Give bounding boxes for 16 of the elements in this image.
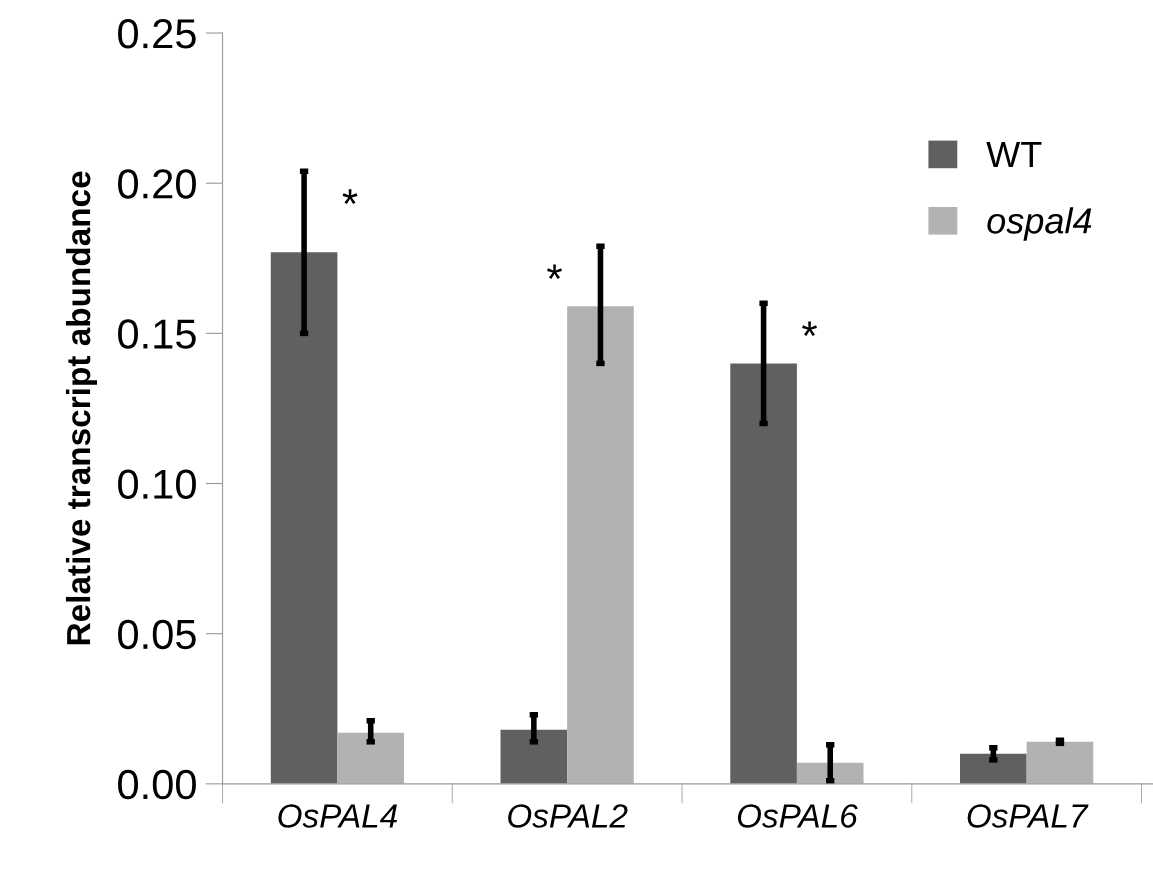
y-tick-label: 0.10 bbox=[118, 469, 196, 500]
annotation: * bbox=[342, 189, 358, 204]
x-tick-label: OsPAL4 bbox=[278, 804, 397, 828]
annotation: * bbox=[547, 264, 562, 280]
y-axis-title: Relative transcript abundance bbox=[65, 171, 97, 645]
y-tick-label: 0.20 bbox=[118, 169, 196, 199]
y-tick-label: 0.05 bbox=[118, 619, 196, 650]
x-tick-label: OsPAL6 bbox=[737, 804, 858, 828]
annotation: * bbox=[802, 321, 817, 337]
y-tick-label: 0.25 bbox=[118, 19, 196, 49]
legend-label: WT bbox=[986, 142, 1042, 167]
x-tick-label: OsPAL2 bbox=[508, 804, 628, 828]
y-tick-label: 0.00 bbox=[118, 769, 196, 800]
x-tick-label: OsPAL7 bbox=[967, 804, 1089, 828]
legend-label: ospal4 bbox=[987, 207, 1092, 241]
y-tick-label: 0.15 bbox=[118, 319, 196, 349]
